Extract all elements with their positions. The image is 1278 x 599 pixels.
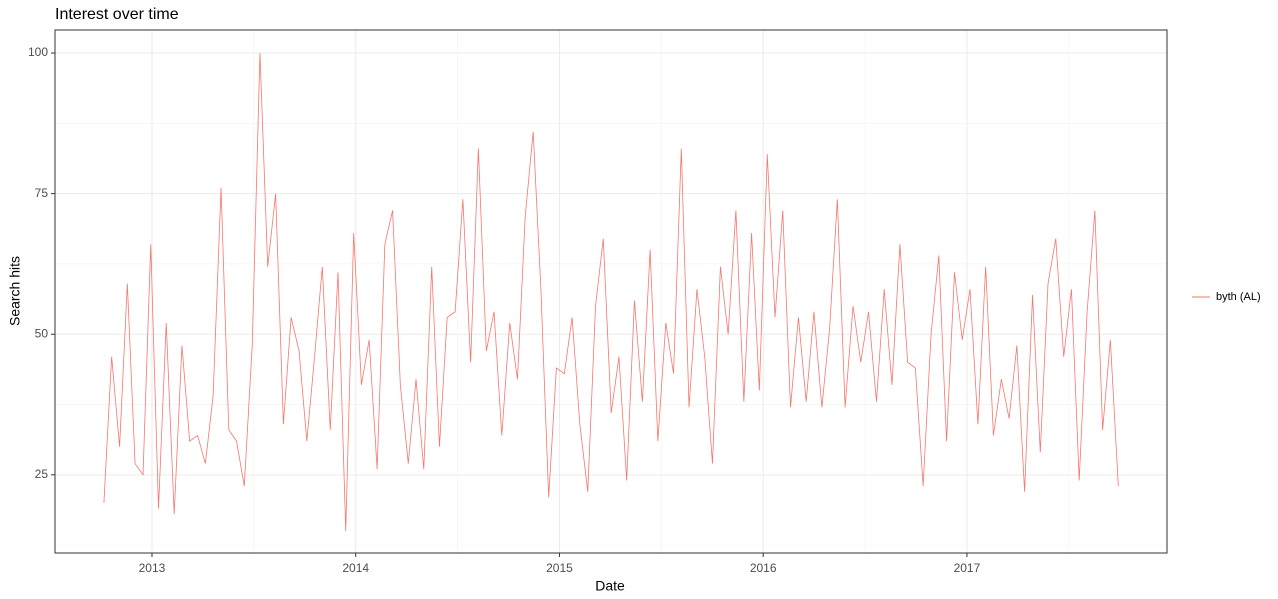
x-axis-title: Date [595,578,625,594]
chart-title: Interest over time [55,6,179,23]
y-tick-label: 75 [35,186,49,200]
plot-border [54,29,1168,554]
y-tick-label: 100 [28,45,48,59]
y-axis-title: Search hits [7,256,23,326]
legend-label: byth (AL) [1216,291,1261,303]
x-tick-label: 2013 [139,561,166,575]
y-tick-label: 50 [35,326,49,340]
data-line [103,53,1119,532]
x-tick-label: 2015 [546,561,573,575]
y-tick-label: 25 [35,467,49,481]
x-tick-label: 2016 [750,561,777,575]
plot-background [55,30,1167,553]
x-tick-label: 2017 [954,561,981,575]
x-tick-label: 2014 [342,561,369,575]
